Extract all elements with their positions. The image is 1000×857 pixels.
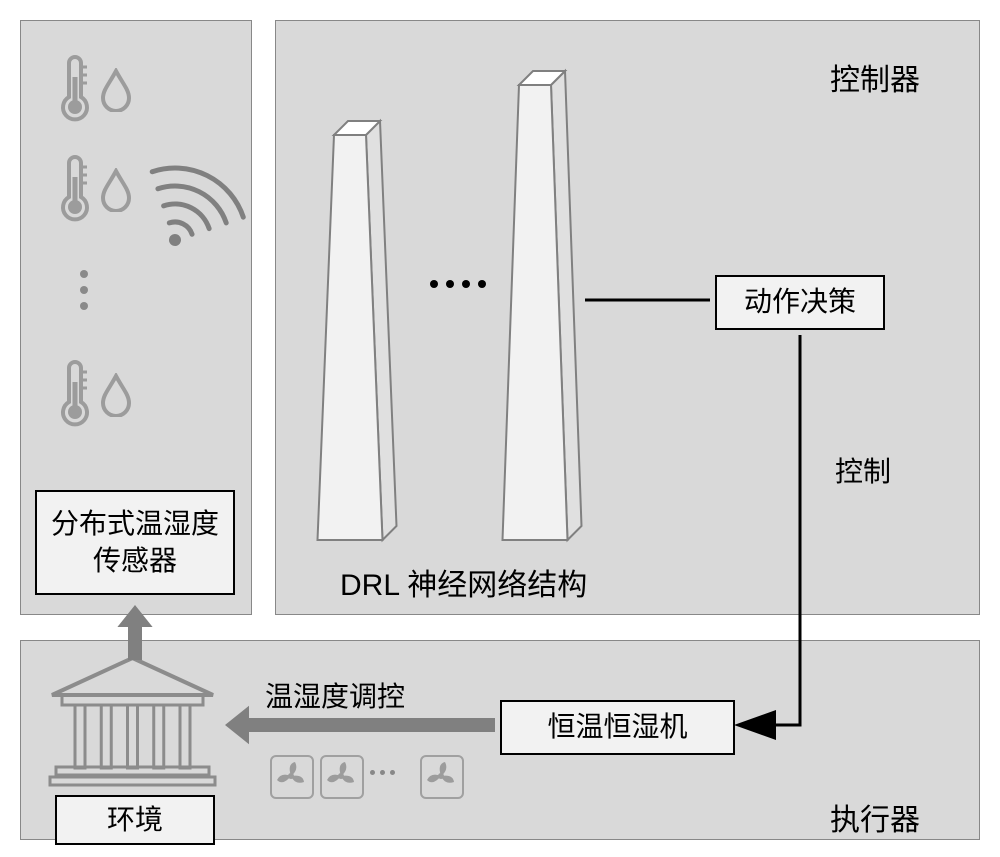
hvac-text: 恒温恒湿机 xyxy=(547,709,687,745)
environment-box: 环境 xyxy=(55,795,215,845)
temp-control-label: 温湿度调控 xyxy=(265,675,405,715)
fan-icon xyxy=(420,755,464,799)
environment-text: 环境 xyxy=(107,802,163,838)
drl-caption: DRL 神经网络结构 xyxy=(340,560,587,604)
sensor-label-text: 分布式温湿度 传感器 xyxy=(51,506,219,579)
horizontal-dots-icon xyxy=(370,770,395,775)
action-decision-text: 动作决策 xyxy=(744,284,856,320)
vertical-dots-icon xyxy=(80,270,88,310)
fan-icon xyxy=(270,755,314,799)
hvac-box: 恒温恒湿机 xyxy=(500,700,735,755)
horizontal-dots-icon xyxy=(430,280,486,288)
executor-title: 执行器 xyxy=(830,795,920,839)
sensor-icon xyxy=(55,55,133,125)
control-arrow-label: 控制 xyxy=(835,450,891,490)
sensor-icon xyxy=(55,155,133,225)
dense-layer-2-label: Dense xyxy=(519,274,551,355)
sensor-label-box: 分布式温湿度 传感器 xyxy=(35,490,235,595)
sensor-icon xyxy=(55,360,133,430)
fan-icon xyxy=(320,755,364,799)
action-decision-box: 动作决策 xyxy=(715,275,885,330)
controller-title: 控制器 xyxy=(830,55,920,99)
diagram-canvas: 分布式温湿度 传感器 控制器 DRL 神经网络结构 Dense Dense 动作… xyxy=(0,0,1000,857)
dense-layer-1-label: Dense xyxy=(334,299,366,380)
